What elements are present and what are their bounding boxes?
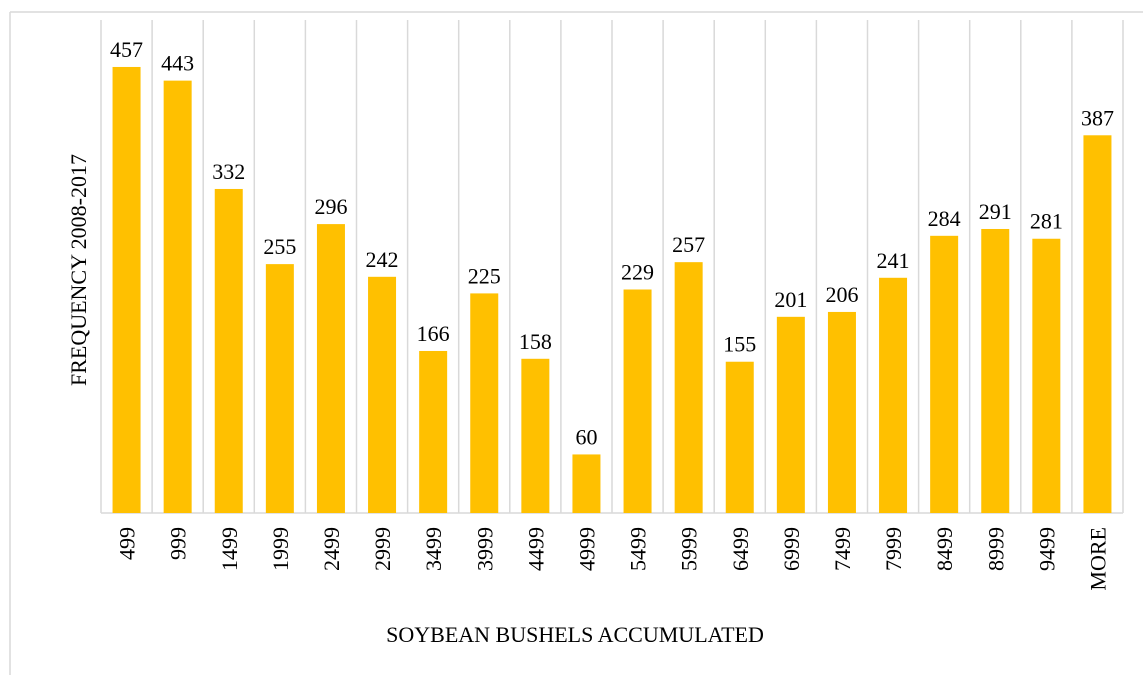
- bar: [265, 264, 294, 513]
- x-tick-label: 6499: [728, 527, 753, 571]
- x-tick-label: 4999: [574, 527, 599, 571]
- x-tick-label: 6999: [779, 527, 804, 571]
- data-label: 457: [110, 37, 143, 62]
- data-label: 229: [621, 259, 654, 284]
- y-axis-title: FREQUENCY 2008-2017: [66, 154, 91, 386]
- bar: [725, 361, 754, 513]
- x-tick-label: 8499: [932, 527, 957, 571]
- bar: [981, 228, 1010, 513]
- bar: [930, 235, 959, 514]
- bar: [368, 276, 397, 513]
- data-label: 201: [774, 287, 807, 312]
- bar: [470, 293, 499, 513]
- x-tick-label: 1499: [217, 527, 242, 571]
- data-label: 255: [263, 234, 296, 259]
- data-label: 257: [672, 232, 705, 257]
- data-label: 206: [825, 282, 858, 307]
- x-tick-label: 3999: [472, 527, 497, 571]
- bar: [674, 262, 703, 513]
- x-tick-label: 7999: [881, 527, 906, 571]
- x-tick-label: 5999: [677, 527, 702, 571]
- x-tick-label: 2999: [370, 527, 395, 571]
- bar: [1032, 238, 1061, 513]
- x-tick-label: 2499: [319, 527, 344, 571]
- data-label: 158: [519, 329, 552, 354]
- bar: [316, 224, 345, 513]
- bar: [214, 188, 243, 513]
- data-label: 225: [468, 263, 501, 288]
- x-tick-label: 7499: [830, 527, 855, 571]
- x-tick-label: 4499: [523, 527, 548, 571]
- data-label: 60: [575, 424, 597, 449]
- data-label: 332: [212, 159, 245, 184]
- x-tick-label: 8999: [983, 527, 1008, 571]
- data-label: 166: [417, 321, 450, 346]
- bar: [572, 454, 601, 513]
- bar: [112, 66, 141, 513]
- x-tick-label: 5499: [626, 527, 651, 571]
- data-label: 281: [1030, 209, 1063, 234]
- data-label: 155: [723, 332, 756, 357]
- bar: [623, 289, 652, 513]
- bar: [163, 80, 192, 513]
- data-label: 241: [877, 248, 910, 273]
- data-label: 284: [928, 206, 961, 231]
- x-axis-title: SOYBEAN BUSHELS ACCUMULATED: [386, 622, 764, 647]
- data-label: 296: [314, 194, 347, 219]
- data-label: 387: [1081, 105, 1114, 130]
- data-label: 242: [366, 247, 399, 272]
- x-tick-label: 499: [115, 527, 140, 560]
- data-label: 443: [161, 51, 194, 76]
- x-tick-label: 1999: [268, 527, 293, 571]
- bar: [419, 350, 448, 513]
- bar: [879, 277, 908, 513]
- x-tick-label: 999: [166, 527, 191, 560]
- x-tick-label: 3499: [421, 527, 446, 571]
- bar: [776, 316, 805, 513]
- bar: [827, 311, 856, 513]
- bar: [521, 358, 550, 513]
- bar: [1083, 135, 1112, 513]
- x-tick-label: MORE: [1085, 527, 1110, 591]
- data-label: 291: [979, 199, 1012, 224]
- x-tick-label: 9499: [1034, 527, 1059, 571]
